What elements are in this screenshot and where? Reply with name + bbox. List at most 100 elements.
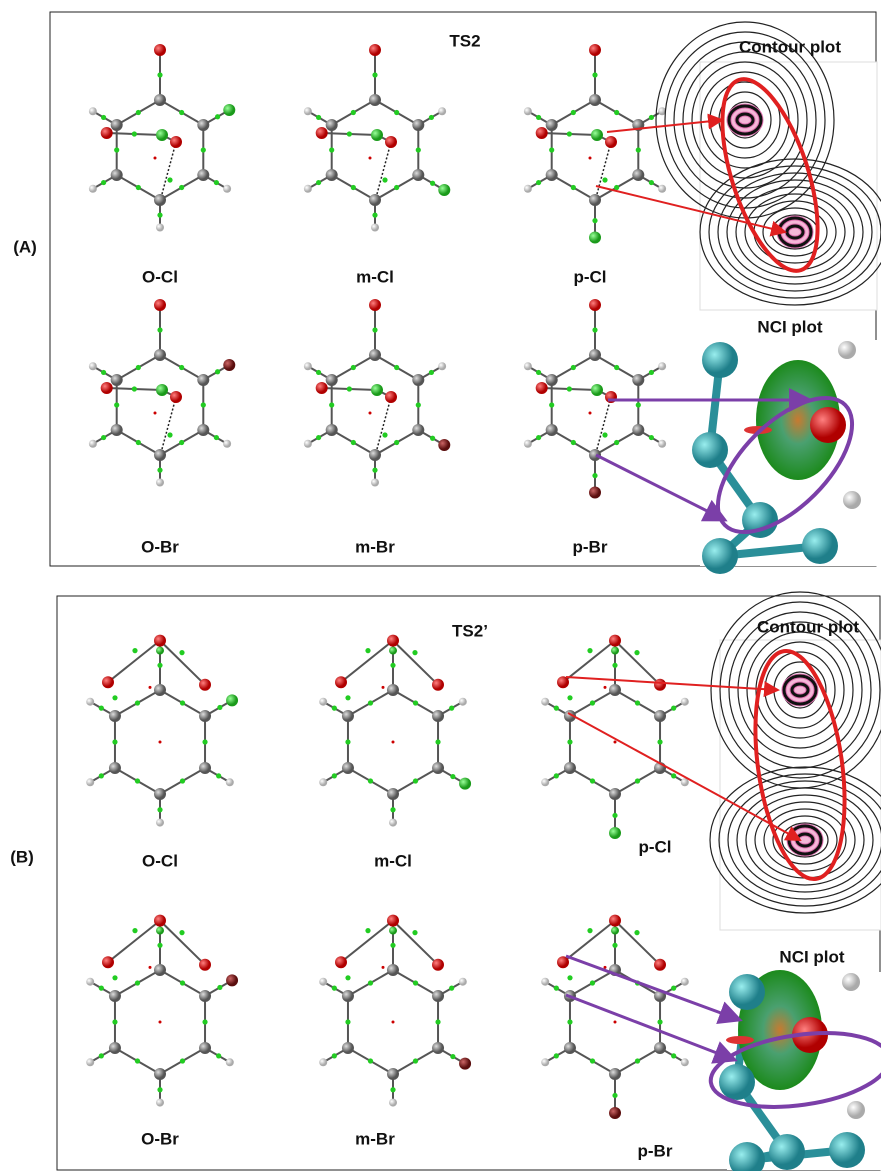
atom xyxy=(303,362,312,371)
critical-point xyxy=(536,114,542,121)
atom xyxy=(170,136,182,148)
critical-point xyxy=(592,327,598,333)
critical-point xyxy=(634,930,640,936)
critical-point xyxy=(316,114,322,121)
highlight xyxy=(715,395,855,535)
atom xyxy=(387,788,399,800)
atom xyxy=(389,818,397,827)
panel-label: (B) xyxy=(10,847,34,866)
critical-point xyxy=(331,985,337,991)
atom xyxy=(225,1058,234,1067)
critical-point xyxy=(213,434,219,441)
atom xyxy=(432,762,445,774)
atom xyxy=(325,424,338,436)
contour-line xyxy=(755,641,845,739)
critical-point xyxy=(671,705,677,711)
molecule-label: O-Cl xyxy=(142,267,178,286)
critical-point xyxy=(217,704,223,711)
atom xyxy=(154,299,166,311)
atom xyxy=(545,119,558,131)
highlight xyxy=(753,648,847,882)
atom xyxy=(432,710,445,722)
critical-point xyxy=(612,942,618,948)
critical-point xyxy=(415,147,421,153)
atom xyxy=(680,1058,689,1067)
arrow xyxy=(567,712,802,841)
critical-point xyxy=(612,662,618,668)
critical-point xyxy=(536,434,542,441)
critical-point xyxy=(202,1019,208,1025)
atom xyxy=(315,127,328,139)
atom xyxy=(589,449,601,461)
contour-line xyxy=(718,773,881,907)
critical-point xyxy=(390,662,396,668)
critical-point xyxy=(634,700,641,706)
critical-point xyxy=(372,72,378,78)
contour-core xyxy=(798,835,812,845)
critical-point xyxy=(114,402,120,408)
critical-point xyxy=(648,114,654,121)
contour-line xyxy=(699,158,881,306)
atom xyxy=(110,119,123,131)
atom xyxy=(589,194,601,206)
critical-point xyxy=(112,1019,118,1025)
atom xyxy=(156,926,164,935)
atom xyxy=(654,958,666,971)
interaction xyxy=(596,396,612,450)
atom xyxy=(692,432,728,468)
atom xyxy=(680,778,689,787)
atom xyxy=(632,169,645,181)
atom xyxy=(197,119,210,131)
atom xyxy=(223,104,236,116)
contour-line xyxy=(762,207,828,257)
critical-point xyxy=(345,695,351,701)
atom xyxy=(341,762,354,774)
critical-point xyxy=(350,184,356,191)
atom xyxy=(156,223,164,232)
atom xyxy=(658,184,667,193)
critical-point xyxy=(412,980,419,986)
critical-point xyxy=(112,739,118,745)
atom xyxy=(611,646,619,655)
atom xyxy=(154,449,166,461)
atom xyxy=(88,184,97,193)
atom xyxy=(303,184,312,193)
critical-point xyxy=(216,773,222,779)
atom xyxy=(632,374,645,386)
atom xyxy=(335,676,347,689)
atom xyxy=(88,439,97,448)
critical-point xyxy=(394,364,400,371)
highlight xyxy=(708,1031,881,1109)
critical-point xyxy=(112,975,118,981)
atom xyxy=(438,107,447,116)
atom xyxy=(389,1098,397,1107)
critical-point xyxy=(450,1053,456,1060)
atom xyxy=(156,384,168,396)
critical-point xyxy=(566,131,572,137)
ring-point xyxy=(158,1020,162,1024)
atom xyxy=(100,127,113,139)
critical-point xyxy=(331,773,337,779)
critical-point xyxy=(536,179,542,186)
atom xyxy=(838,341,856,359)
atom xyxy=(170,391,182,403)
critical-point xyxy=(592,72,598,78)
critical-point xyxy=(589,700,596,706)
critical-point xyxy=(553,985,559,991)
critical-point xyxy=(329,402,335,408)
atom xyxy=(523,362,532,371)
critical-point xyxy=(135,364,141,371)
atom xyxy=(156,129,168,141)
molecule-label: p-Br xyxy=(638,1141,673,1160)
atom xyxy=(100,382,113,394)
molecule-label: O-Cl xyxy=(142,851,178,870)
ring-point xyxy=(588,156,592,160)
atom xyxy=(369,44,381,56)
critical-point xyxy=(394,184,400,191)
critical-point xyxy=(657,739,663,745)
critical-point xyxy=(101,179,107,186)
contour-line xyxy=(781,822,829,858)
molecule-label: O-Br xyxy=(141,1129,179,1148)
atom xyxy=(545,374,558,386)
atom xyxy=(86,1058,95,1067)
